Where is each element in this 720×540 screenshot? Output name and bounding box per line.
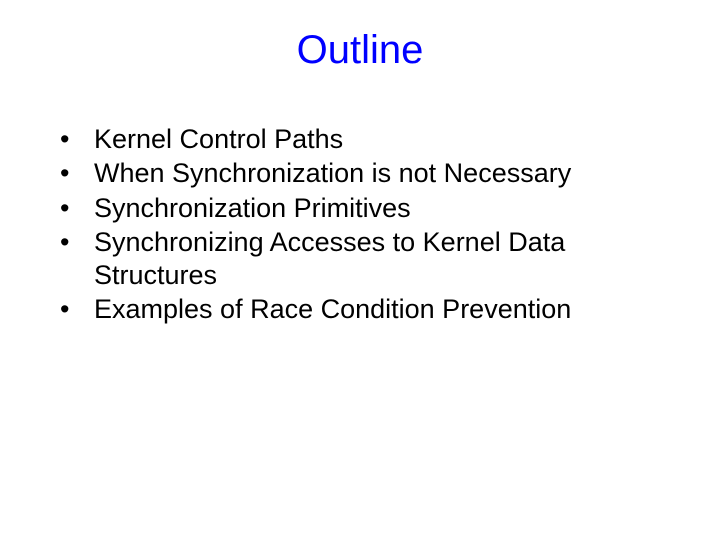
list-item: When Synchronization is not Necessary — [50, 157, 670, 189]
slide-title: Outline — [0, 0, 720, 73]
slide: Outline Kernel Control Paths When Synchr… — [0, 0, 720, 540]
list-item: Examples of Race Condition Prevention — [50, 293, 670, 325]
slide-content: Kernel Control Paths When Synchronizatio… — [0, 73, 720, 325]
bullet-list: Kernel Control Paths When Synchronizatio… — [50, 123, 670, 325]
list-item: Synchronizing Accesses to Kernel Data St… — [50, 226, 670, 291]
list-item: Synchronization Primitives — [50, 192, 670, 224]
list-item: Kernel Control Paths — [50, 123, 670, 155]
